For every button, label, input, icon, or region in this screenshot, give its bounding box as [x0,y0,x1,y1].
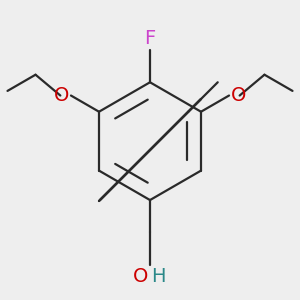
Text: O: O [230,86,246,105]
Text: F: F [144,28,156,47]
Text: H: H [152,267,166,286]
Text: O: O [133,267,148,286]
Text: O: O [54,86,70,105]
